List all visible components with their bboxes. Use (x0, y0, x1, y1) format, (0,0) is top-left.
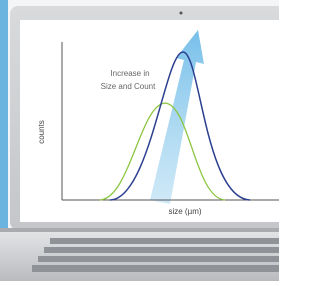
x-axis-label: size (µm) (168, 207, 201, 216)
key-row (44, 247, 279, 253)
key-row (32, 265, 279, 272)
camera (180, 12, 183, 15)
hinge (0, 228, 279, 232)
illustration: Increase in Size and Count counts size (… (0, 0, 279, 281)
key-row (50, 238, 279, 244)
page: {"screen": {"annotation": ["Increase in"… (0, 0, 279, 281)
annotation: Increase in (110, 69, 149, 78)
y-axis-label: counts (37, 120, 46, 144)
key-row (38, 256, 279, 262)
annotation: Size and Count (101, 82, 156, 91)
laptop-base (0, 230, 279, 281)
screen (20, 20, 279, 222)
